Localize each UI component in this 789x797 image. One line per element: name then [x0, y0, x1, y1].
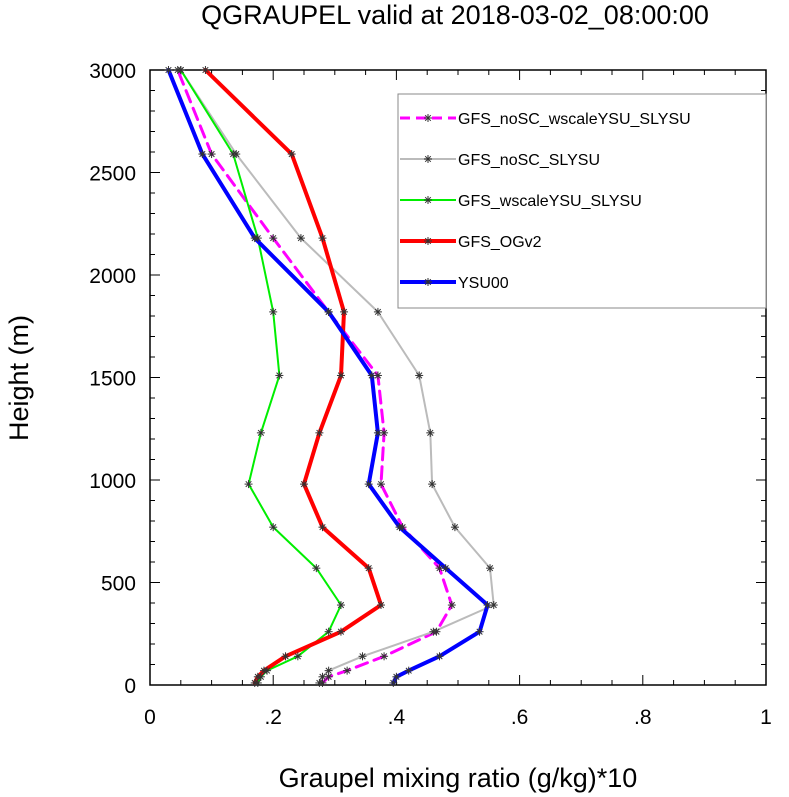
data-point [336, 601, 345, 610]
data-point [364, 564, 373, 573]
data-point [428, 480, 437, 489]
x-tick-label: 0 [144, 706, 156, 729]
data-point [324, 666, 333, 675]
data-point [324, 627, 333, 636]
data-point [483, 601, 492, 610]
data-point [395, 523, 404, 532]
x-tick-label: .2 [264, 706, 282, 729]
legend-item: GFS_OGv2 [400, 234, 542, 251]
data-point [300, 480, 308, 489]
data-point [486, 564, 495, 573]
x-tick-label: .8 [634, 706, 652, 729]
data-point [201, 66, 210, 74]
data-point [164, 66, 173, 74]
data-point [312, 564, 321, 573]
x-tick-label: 1 [760, 706, 772, 729]
data-point [229, 150, 238, 159]
legend-label: GFS_noSC_wscaleYSU_SLYSU [458, 111, 691, 128]
legend-label: YSU00 [458, 275, 509, 292]
y-tick-label: 0 [124, 675, 136, 698]
data-point [377, 601, 385, 610]
y-tick-label: 1500 [89, 368, 136, 391]
data-point [373, 307, 382, 316]
axis-ticks: 0 .2 .4 .6 .8 1 0 500 1000 1500 2000 2500 3000 [89, 60, 772, 729]
data-point [404, 666, 413, 675]
x-tick-label: .4 [388, 706, 406, 729]
data-point [424, 114, 432, 122]
series-line [203, 68, 383, 685]
data-point [429, 627, 438, 636]
data-point [315, 428, 324, 437]
data-point [315, 678, 324, 687]
y-tick-label: 3000 [89, 60, 136, 83]
x-axis-label: Graupel mixing ratio (g/kg)*10 [279, 763, 638, 793]
data-point [287, 150, 296, 159]
legend-label: GFS_wscaleYSU_SLYSU [458, 193, 642, 210]
legend-box [397, 93, 767, 309]
data-point [364, 480, 373, 489]
legend-item: GFS_noSC_SLYSU [400, 152, 600, 169]
data-point [367, 371, 376, 380]
data-point [253, 672, 262, 681]
data-point [380, 652, 389, 661]
legend-item: GFS_noSC_wscaleYSU_SLYSU [400, 111, 691, 128]
y-tick-label: 2000 [89, 265, 136, 288]
data-point [380, 428, 389, 437]
data-point [358, 652, 367, 661]
chart-title: QGRAUPEL valid at 2018-03-02_08:00:00 [201, 0, 709, 30]
data-point [450, 523, 459, 532]
data-point [415, 371, 424, 380]
data-point [275, 371, 284, 380]
data-point [269, 234, 278, 243]
y-tick-label: 1000 [89, 470, 136, 493]
data-point [435, 652, 444, 661]
data-point [324, 307, 333, 316]
data-point [281, 652, 290, 661]
data-point [336, 371, 345, 380]
data-point [256, 428, 265, 437]
y-tick-label: 2500 [89, 163, 136, 186]
legend-label: GFS_OGv2 [458, 234, 542, 251]
x-tick-label: .6 [511, 706, 529, 729]
data-point [269, 523, 278, 532]
data-point [318, 234, 327, 243]
legend-item: GFS_wscaleYSU_SLYSU [400, 193, 642, 210]
y-axis-label: Height (m) [4, 315, 34, 441]
data-point [424, 237, 432, 245]
data-point [296, 234, 305, 243]
legend: GFS_noSC_wscaleYSU_SLYSU GFS_noSC_SLYSU GF… [397, 93, 767, 309]
data-point [377, 480, 385, 489]
legend-label: GFS_noSC_SLYSU [458, 152, 600, 169]
y-tick-label: 500 [101, 573, 136, 596]
legend-item: YSU00 [400, 275, 509, 292]
data-point [389, 678, 398, 687]
data-point [250, 678, 259, 687]
data-point [250, 234, 259, 243]
data-point [293, 652, 302, 661]
data-point [259, 666, 268, 675]
data-point [176, 66, 185, 74]
data-point [424, 196, 432, 204]
series-line [179, 69, 342, 684]
data-point [426, 428, 435, 437]
data-point [207, 150, 216, 159]
data-point [424, 278, 432, 286]
data-point [343, 666, 352, 675]
data-point [392, 672, 401, 681]
data-series [164, 66, 498, 687]
data-point [424, 155, 432, 163]
data-point [340, 307, 349, 316]
data-point [441, 564, 450, 573]
data-point [447, 601, 456, 610]
data-point [373, 428, 382, 437]
data-point [318, 672, 327, 681]
data-point [336, 627, 345, 636]
data-point [475, 627, 484, 636]
data-point [244, 480, 253, 489]
data-point [198, 150, 207, 159]
data-point [269, 307, 278, 316]
data-point [318, 523, 327, 532]
